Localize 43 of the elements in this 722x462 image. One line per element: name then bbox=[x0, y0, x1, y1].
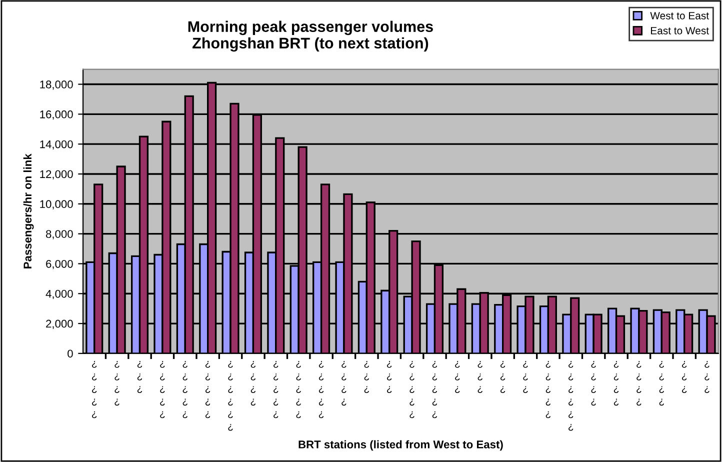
x-tick-label: ¿¿¿¿ bbox=[659, 361, 664, 406]
y-tick-label: 14,000 bbox=[40, 140, 73, 150]
y-axis-title: Passengers/hr on link bbox=[23, 154, 34, 268]
x-tick-label: ¿¿¿ bbox=[478, 361, 482, 393]
x-tick-label: ¿¿¿¿¿ bbox=[92, 361, 97, 418]
y-tick-label: 4,000 bbox=[46, 290, 73, 300]
x-axis-title: BRT stations (listed from West to East) bbox=[298, 440, 503, 451]
x-tick-label: ¿¿¿¿¿¿ bbox=[228, 361, 233, 431]
x-tick-label: ¿¿¿¿ bbox=[250, 361, 256, 406]
legend-label: East to West bbox=[651, 27, 709, 34]
x-tick-label: ¿¿¿¿¿ bbox=[182, 361, 188, 418]
x-tick-label: ¿¿¿¿ bbox=[591, 361, 596, 406]
y-tick-label: 2,000 bbox=[46, 320, 73, 329]
x-tick-label: ¿¿¿ bbox=[387, 361, 392, 393]
x-tick-label: ¿¿¿ bbox=[523, 361, 528, 393]
x-tick-label: ¿¿¿ bbox=[500, 361, 506, 393]
x-tick-label: ¿¿¿¿¿ bbox=[546, 361, 551, 418]
x-tick-label: ¿¿¿¿ bbox=[342, 361, 346, 406]
y-tick-label: 6,000 bbox=[46, 260, 73, 270]
x-tick-label: ¿¿¿¿ bbox=[636, 361, 642, 406]
y-tick-label: 12,000 bbox=[40, 170, 73, 180]
x-tick-label: ¿¿¿¿¿ bbox=[205, 361, 210, 418]
x-tick-label: ¿¿¿ bbox=[704, 361, 710, 393]
x-tick-label: ¿¿¿¿¿ bbox=[274, 361, 278, 418]
x-tick-label: ¿¿¿ bbox=[455, 361, 460, 393]
x-tick-label: ¿¿¿¿¿ bbox=[432, 361, 438, 418]
y-tick-label: 8,000 bbox=[46, 230, 73, 240]
legend-label: West to East bbox=[650, 12, 709, 20]
y-tick-label: 10,000 bbox=[40, 200, 73, 210]
x-tick-label: ¿¿¿ bbox=[137, 361, 142, 393]
x-tick-label: ¿¿¿¿¿ bbox=[160, 361, 165, 418]
x-tick-label: ¿¿¿¿ bbox=[114, 361, 120, 406]
y-tick-label: 0 bbox=[68, 350, 73, 358]
x-tick-label: ¿¿¿¿ bbox=[614, 361, 619, 406]
x-tick-label: ¿¿¿¿¿ bbox=[410, 361, 414, 418]
x-tick-label: ¿¿¿¿¿ bbox=[318, 361, 324, 418]
x-tick-label: ¿¿¿ bbox=[364, 361, 369, 393]
x-tick-label: ¿¿¿¿¿ bbox=[296, 361, 301, 418]
y-tick-label: 18,000 bbox=[40, 80, 73, 90]
x-tick-label: ¿¿¿¿¿¿ bbox=[568, 361, 574, 431]
chart-title: Morning peak passenger volumes Zhongshan BRT (to next station) bbox=[188, 20, 433, 52]
x-tick-label: ¿¿¿ bbox=[682, 361, 687, 393]
y-tick-label: 16,000 bbox=[40, 110, 73, 120]
